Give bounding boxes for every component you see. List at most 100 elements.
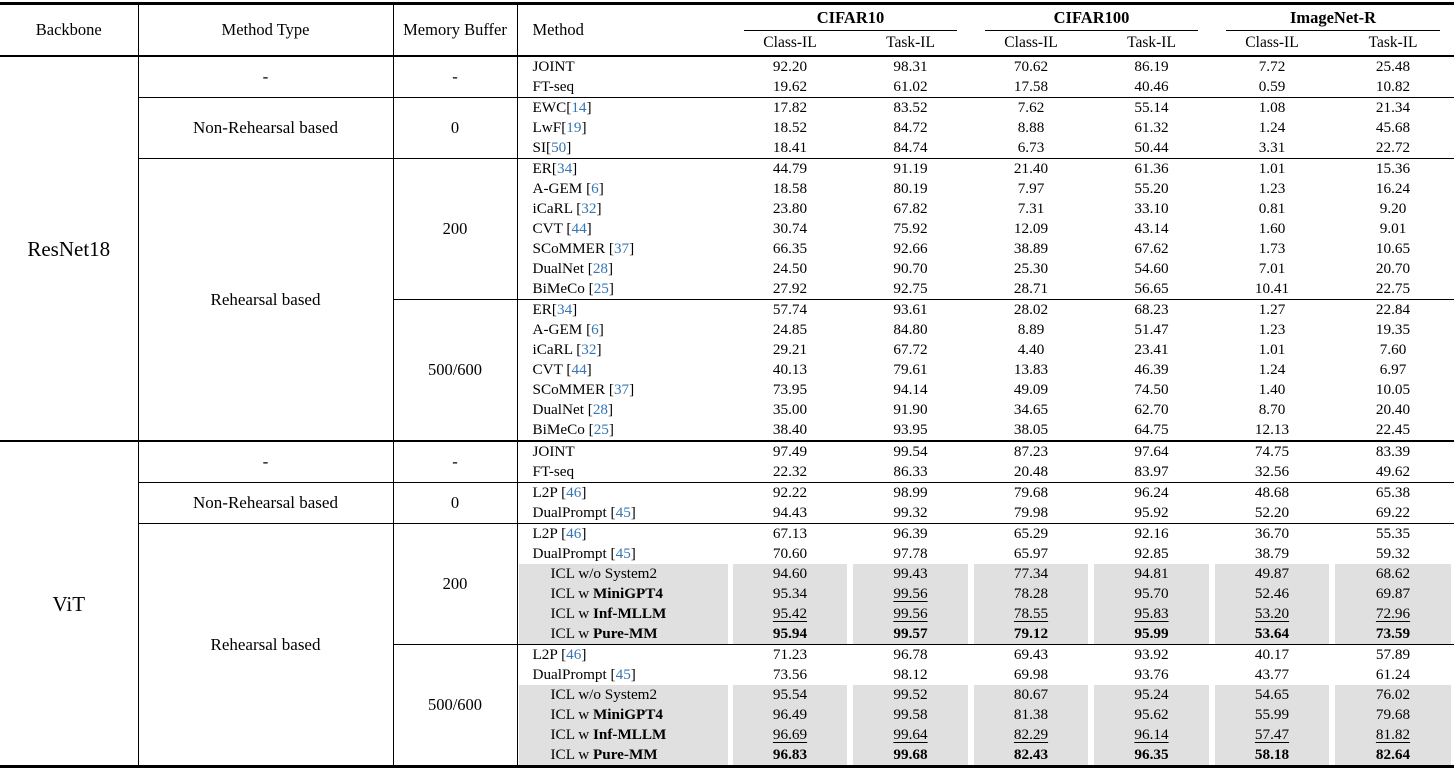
value-cell: 53.64 — [1212, 624, 1332, 645]
value-cell: 7.01 — [1212, 259, 1332, 279]
citation-link[interactable]: [32] — [576, 200, 601, 217]
value-cell: 86.19 — [1091, 56, 1212, 77]
value-cell: 99.52 — [850, 685, 971, 705]
value-cell: 96.78 — [850, 644, 971, 665]
citation-link[interactable]: [25] — [589, 280, 614, 297]
value-text: 52.20 — [1254, 504, 1290, 521]
value-cell: 1.60 — [1212, 219, 1332, 239]
citation-link[interactable]: [45] — [611, 666, 636, 683]
citation-link[interactable]: [46] — [561, 484, 586, 501]
method-name-bold: MiniGPT4 — [592, 706, 664, 723]
value-cell: 57.47 — [1212, 725, 1332, 745]
value-text: 78.55 — [1013, 605, 1049, 622]
value-cell: 48.68 — [1212, 482, 1332, 503]
value-cell: 25.48 — [1332, 56, 1454, 77]
value-text: 7.31 — [1017, 200, 1045, 217]
value-text: 30.74 — [772, 220, 808, 237]
method-cell: SI[50] — [517, 138, 730, 159]
method-label: JOINT — [520, 442, 729, 462]
citation-link[interactable]: [19] — [561, 119, 586, 136]
value-text: 99.54 — [893, 443, 928, 460]
citation-link[interactable]: [28] — [588, 401, 613, 418]
citation-number: 34 — [556, 301, 573, 318]
method-cell: BiMeCo [25] — [517, 279, 730, 300]
value-text: 79.98 — [1013, 504, 1049, 521]
value-text: 95.70 — [1134, 585, 1169, 602]
value-cell: 92.22 — [730, 482, 850, 503]
value-text: 38.79 — [1254, 545, 1290, 562]
citation-link[interactable]: [37] — [609, 381, 634, 398]
value-cell: 53.20 — [1212, 604, 1332, 624]
citation-link[interactable]: [14] — [566, 99, 591, 116]
citation-link[interactable]: [34] — [552, 160, 577, 177]
value-cell: 99.54 — [850, 440, 971, 462]
table-row: DualPrompt [45] 70.60 97.78 65.97 92.85 38.79… — [0, 544, 1454, 564]
citation-link[interactable]: [45] — [611, 504, 636, 521]
citation-number: 32 — [581, 341, 597, 358]
value-cell: 15.36 — [1332, 158, 1454, 179]
method-label: ER[34] — [520, 300, 729, 320]
value-cell: 24.85 — [730, 320, 850, 340]
citation-link[interactable]: [28] — [588, 260, 613, 277]
citation-link[interactable]: [44] — [566, 361, 591, 378]
value-cell: 93.92 — [1091, 644, 1212, 665]
value-text: 9.01 — [1379, 220, 1407, 237]
table-row: BiMeCo [25] 27.92 92.75 28.71 56.65 10.41 22.7… — [0, 279, 1454, 300]
value-cell: 79.98 — [971, 503, 1091, 524]
column-header-method-type: Method Type — [138, 3, 394, 56]
citation-number: 6 — [591, 321, 599, 338]
value-cell: 18.41 — [730, 138, 850, 159]
value-text: 65.29 — [1013, 525, 1049, 542]
value-text: 10.82 — [1375, 78, 1411, 95]
value-cell: 82.64 — [1332, 745, 1454, 767]
value-text: 40.13 — [772, 361, 808, 378]
value-cell: 38.79 — [1212, 544, 1332, 564]
value-cell: 22.75 — [1332, 279, 1454, 300]
value-text: 13.83 — [1013, 361, 1049, 378]
citation-link[interactable]: [6] — [586, 180, 604, 197]
value-cell: 67.72 — [850, 340, 971, 360]
citation-link[interactable]: [37] — [609, 240, 634, 257]
citation-link[interactable]: [44] — [566, 220, 591, 237]
value-text: 59.32 — [1375, 545, 1411, 562]
citation-bracket: [ — [566, 99, 572, 116]
citation-link[interactable]: [34] — [552, 301, 577, 318]
value-text: 97.78 — [893, 545, 928, 562]
value-text: 1.01 — [1258, 160, 1286, 177]
method-name: iCaRL — [532, 200, 577, 217]
citation-link[interactable]: [50] — [546, 139, 571, 156]
table-row: iCaRL [32] 29.21 67.72 4.40 23.41 1.01 7.60 — [0, 340, 1454, 360]
value-cell: 13.83 — [971, 360, 1091, 380]
method-cell: L2P [46] — [517, 482, 730, 503]
citation-link[interactable]: [45] — [611, 545, 636, 562]
value-cell: 82.29 — [971, 725, 1091, 745]
value-text: 99.32 — [893, 504, 928, 521]
value-cell: 93.61 — [850, 299, 971, 320]
value-text: 94.60 — [772, 565, 808, 582]
citation-link[interactable]: [25] — [589, 421, 614, 438]
value-text: 95.62 — [1134, 706, 1169, 723]
value-cell: 7.97 — [971, 179, 1091, 199]
value-cell: 95.24 — [1091, 685, 1212, 705]
value-text: 23.41 — [1134, 341, 1169, 358]
method-cell: CVT [44] — [517, 219, 730, 239]
value-cell: 12.13 — [1212, 420, 1332, 441]
value-text: 79.68 — [1375, 706, 1411, 723]
value-text: 10.05 — [1375, 381, 1411, 398]
value-cell: 82.43 — [971, 745, 1091, 767]
value-cell: 10.82 — [1332, 77, 1454, 98]
value-text: 7.72 — [1258, 58, 1286, 75]
value-text: 23.80 — [772, 200, 808, 217]
citation-link[interactable]: [46] — [561, 646, 586, 663]
citation-link[interactable]: [6] — [586, 321, 604, 338]
value-cell: 7.60 — [1332, 340, 1454, 360]
citation-link[interactable]: [32] — [576, 341, 601, 358]
value-text: 95.94 — [772, 625, 808, 642]
citation-bracket: ] — [586, 220, 592, 237]
value-cell: 10.05 — [1332, 380, 1454, 400]
citation-link[interactable]: [46] — [561, 525, 586, 542]
value-cell: 44.79 — [730, 158, 850, 179]
table-row: ICL w Inf-MLLM 96.69 99.64 82.29 96.14 57.47 8… — [0, 725, 1454, 745]
value-text: 96.35 — [1134, 746, 1169, 763]
value-cell: 79.68 — [971, 482, 1091, 503]
